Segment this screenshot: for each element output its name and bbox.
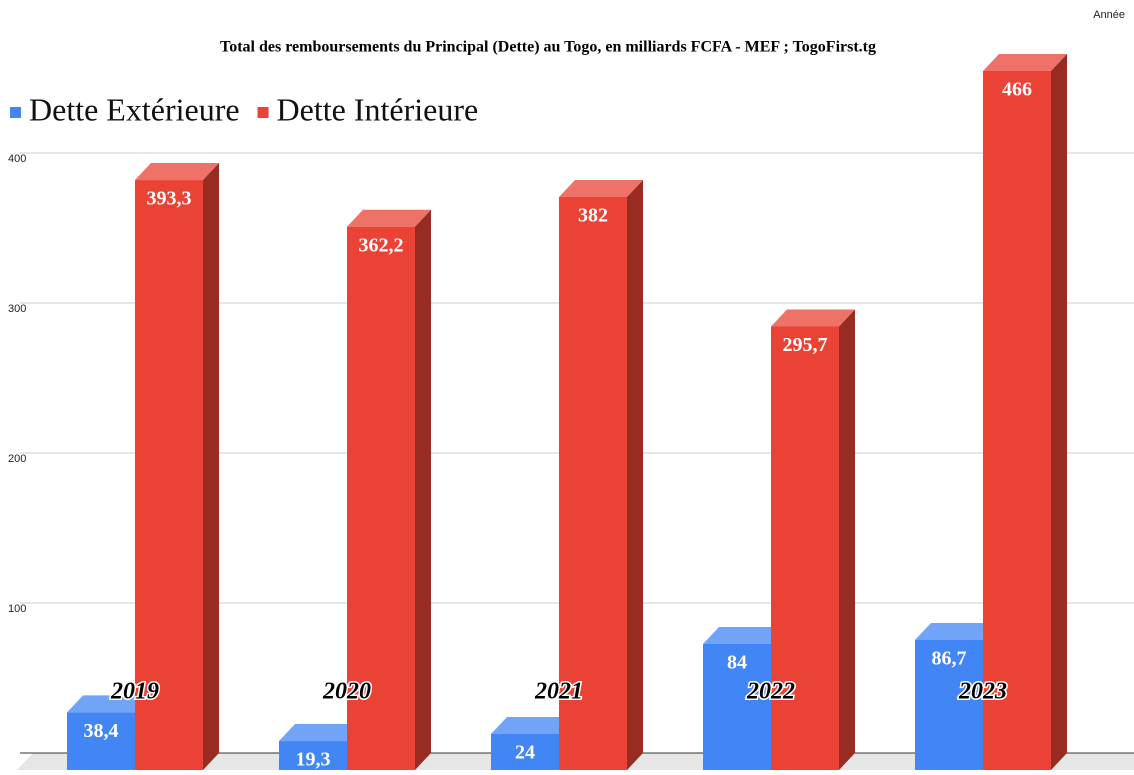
bar: [915, 639, 983, 770]
y-tick-label: 100: [8, 603, 26, 615]
legend-label: Dette Intérieure: [277, 91, 479, 127]
bar: [491, 734, 559, 770]
bar-side: [1051, 54, 1067, 770]
legend-swatch: [10, 107, 21, 118]
bar-top: [983, 54, 1067, 71]
bar-top: [703, 627, 787, 644]
bar: [559, 197, 627, 770]
value-label: 84: [727, 652, 747, 674]
legend-swatch: [257, 107, 269, 118]
value-label: 19,3: [296, 749, 331, 771]
bar-top: [559, 180, 643, 197]
value-label: 86,7: [932, 648, 967, 670]
y-tick-label: 300: [8, 303, 26, 315]
x-tick-label: 2019: [110, 679, 159, 705]
bar: [347, 226, 415, 770]
x-tick-label: 2022: [746, 679, 795, 705]
legend-label: Dette Extérieure: [29, 91, 240, 127]
bar-top: [279, 724, 363, 742]
bar: [983, 71, 1051, 770]
bar-top: [771, 309, 855, 327]
bar-top: [491, 717, 575, 734]
bar-top: [135, 163, 219, 181]
bar: [279, 741, 347, 770]
value-label: 362,2: [359, 234, 404, 256]
bar-top: [915, 622, 999, 640]
bar-top: [67, 695, 151, 713]
x-tick-label: 2020: [322, 679, 371, 705]
value-label: 295,7: [783, 334, 828, 356]
value-label: 466: [1002, 79, 1032, 101]
x-tick-label: 2023: [958, 679, 1007, 705]
value-label: 382: [578, 205, 608, 227]
bar-side: [839, 309, 855, 770]
x-axis-title: Année: [1093, 9, 1125, 21]
y-tick-label: 200: [8, 453, 26, 465]
bar-side: [627, 180, 643, 770]
value-label: 24: [515, 742, 535, 764]
bar-side: [415, 209, 431, 770]
x-tick-label: 2021: [534, 679, 583, 705]
bar: [703, 644, 771, 770]
value-label: 393,3: [147, 188, 192, 210]
bar-side: [203, 163, 219, 771]
bar-top: [347, 209, 431, 227]
bar: [67, 712, 135, 770]
value-label: 38,4: [84, 720, 119, 742]
bar: [771, 326, 839, 770]
y-tick-label: 400: [8, 153, 26, 165]
bar: [135, 180, 203, 771]
chart-title: Total des remboursements du Principal (D…: [220, 39, 876, 56]
